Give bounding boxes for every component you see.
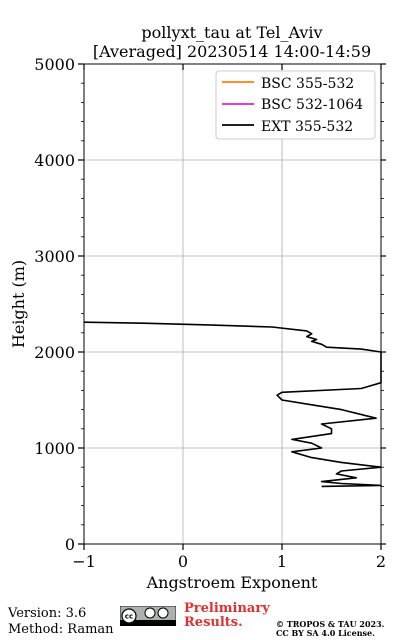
- y-tick-label: 4000: [34, 151, 75, 170]
- plot-frame: [83, 63, 382, 545]
- preliminary-line-1: Preliminary: [184, 601, 270, 616]
- svg-text:cc: cc: [125, 613, 133, 621]
- series-line-2: [83, 321, 382, 488]
- x-tick-label: 0: [178, 552, 188, 571]
- copyright-notice: © TROPOS & TAU 2023. CC BY SA 4.0 Licens…: [276, 620, 384, 638]
- copyright-line-2: CC BY SA 4.0 License.: [276, 628, 375, 638]
- legend-label-bsc-532-1064: BSC 532-1064: [261, 97, 363, 113]
- x-axis-label: Angstroem Exponent: [146, 573, 318, 592]
- chart-subtitle: [Averaged] 20230514 14:00-14:59: [93, 42, 371, 61]
- version-text: Version: 3.6: [8, 606, 87, 621]
- y-tick-label: 1000: [34, 439, 75, 458]
- y-axis-label: Height (m): [9, 260, 28, 348]
- chart-title: pollyxt_tau at Tel_Aviv: [141, 23, 322, 42]
- preliminary-notice: Preliminary Results.: [184, 602, 270, 630]
- legend: BSC 355-532 BSC 532-1064 EXT 355-532: [215, 70, 376, 140]
- x-tick-label: 2: [376, 552, 386, 571]
- x-tick-label: −1: [72, 552, 96, 571]
- method-text: Method: Raman: [8, 622, 114, 637]
- chart-area: pollyxt_tau at Tel_Aviv [Averaged] 20230…: [9, 23, 386, 592]
- series-lines: [83, 321, 382, 488]
- y-tick-label: 3000: [34, 247, 75, 266]
- legend-label-bsc-355-532: BSC 355-532: [261, 76, 354, 92]
- x-tick-label: 1: [277, 552, 287, 571]
- y-tick-label: 0: [65, 535, 75, 554]
- copyright-line-1: © TROPOS & TAU 2023.: [276, 619, 385, 629]
- y-tick-label: 2000: [34, 343, 75, 362]
- preliminary-line-2: Results.: [184, 615, 243, 630]
- legend-label-ext-355-532: EXT 355-532: [261, 119, 353, 135]
- y-tick-label: 5000: [34, 55, 75, 74]
- cc-license-badge-icon: cc: [120, 606, 176, 626]
- legend-box: [215, 70, 376, 140]
